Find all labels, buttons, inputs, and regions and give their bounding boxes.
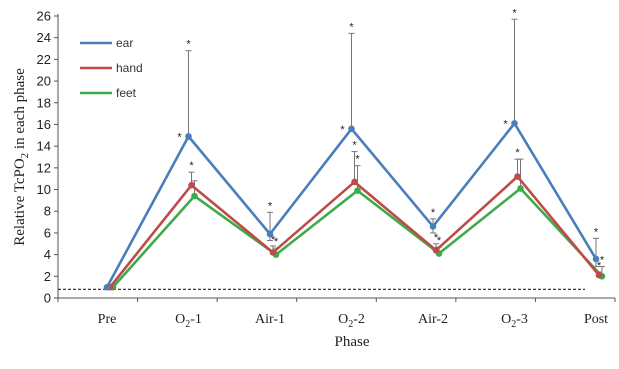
y-tick-label: 4 [44, 247, 51, 262]
significance-star: * [503, 118, 508, 130]
significance-markers: ****************** * [177, 7, 605, 272]
legend: ear hand feet [80, 36, 143, 100]
data-point-feet [191, 192, 198, 200]
x-axis-label: Phase [335, 334, 370, 350]
x-tick-label: Air-2 [418, 312, 448, 327]
significance-star: * [352, 140, 357, 152]
significance-star: * [271, 234, 276, 246]
y-tick-label: 6 [44, 225, 51, 240]
legend-label-hand: hand [116, 61, 143, 75]
x-tick-label-part: -2 [353, 312, 365, 327]
significance-star: * [594, 226, 599, 238]
x-tick-label-subscript: 2 [185, 319, 190, 330]
data-point-hand [432, 246, 440, 254]
significance-star: * [437, 235, 442, 247]
data-point-hand [188, 181, 195, 189]
legend-label-feet: feet [116, 86, 137, 100]
x-tick-label-part: Post [584, 312, 608, 327]
y-axis-label: Relative TcPO2 in each phase [12, 68, 31, 246]
y-tick-label: 16 [37, 117, 51, 132]
y-tick-label: 18 [37, 95, 51, 110]
x-tick-label: O2-3 [501, 312, 528, 330]
significance-star: * [186, 39, 191, 51]
y-tick-label: 0 [44, 291, 51, 306]
x-tick-label-part: O [501, 312, 511, 327]
data-point-feet [354, 187, 361, 194]
data-point-hand [269, 249, 277, 256]
significance-star: * [434, 232, 439, 244]
significance-star: * [597, 260, 602, 272]
data-point-ear [429, 223, 437, 230]
x-tick-label-part: Air-2 [418, 312, 448, 327]
y-axis-title: Relative TcPO2 in each phase [12, 68, 31, 246]
significance-star: * [515, 147, 520, 159]
x-tick-label: O2-2 [338, 312, 365, 330]
y-tick-label: 10 [37, 182, 51, 197]
data-point-ear [185, 133, 192, 140]
significance-star: * [274, 236, 279, 248]
data-point-ear [103, 283, 111, 291]
significance-star: * [349, 21, 354, 33]
y-tick-label: 8 [44, 204, 51, 219]
legend-label-ear: ear [116, 36, 133, 50]
x-tick-label: Post [584, 312, 608, 327]
significance-star: * [512, 7, 517, 19]
y-axis-title-subscript: 2 [19, 153, 31, 159]
significance-star: * [189, 160, 194, 172]
significance-star: * [177, 131, 182, 143]
y-tick-label: 26 [37, 9, 51, 24]
y-tick-label: 12 [37, 160, 51, 175]
data-point-hand [351, 178, 358, 186]
data-point-ear [348, 125, 355, 133]
x-tick-label-part: O [175, 312, 185, 327]
data-point-ear [592, 255, 600, 263]
series-line-feet [112, 187, 603, 289]
data-point-feet [517, 185, 524, 192]
significance-star: * [355, 154, 360, 166]
y-tick-label: 24 [37, 30, 51, 45]
x-tick-label-part: -3 [516, 312, 528, 327]
y-tick-label: 20 [37, 74, 51, 89]
x-tick-label: Air-1 [255, 312, 285, 327]
x-tick-label-part: Pre [98, 312, 117, 327]
error-bars [185, 18, 605, 277]
y-tick-label: 2 [44, 269, 51, 284]
data-point-hand [514, 173, 521, 180]
significance-star: * [340, 124, 345, 136]
y-tick-label: 14 [37, 139, 51, 154]
y-axis-title-part: Relative TcPO [12, 158, 28, 246]
data-point-ear [266, 230, 274, 238]
y-tick-label: 22 [37, 52, 51, 67]
series-lines [103, 120, 606, 291]
data-point-hand [595, 271, 603, 279]
x-tick-label-subscript: 2 [511, 319, 516, 330]
x-tick-label-part: -1 [190, 312, 202, 327]
significance-star: * [600, 255, 605, 267]
x-tick-label: Pre [98, 312, 117, 327]
significance-star: * [268, 200, 273, 212]
x-tick-label-part: Air-1 [255, 312, 285, 327]
x-tick-label-subscript: 2 [348, 319, 353, 330]
data-point-ear [511, 120, 518, 127]
x-tick-label: O2-1 [175, 312, 202, 330]
x-tick-label-part: O [338, 312, 348, 327]
y-axis-title-part: in each phase [12, 68, 28, 153]
significance-star: * [431, 207, 436, 219]
